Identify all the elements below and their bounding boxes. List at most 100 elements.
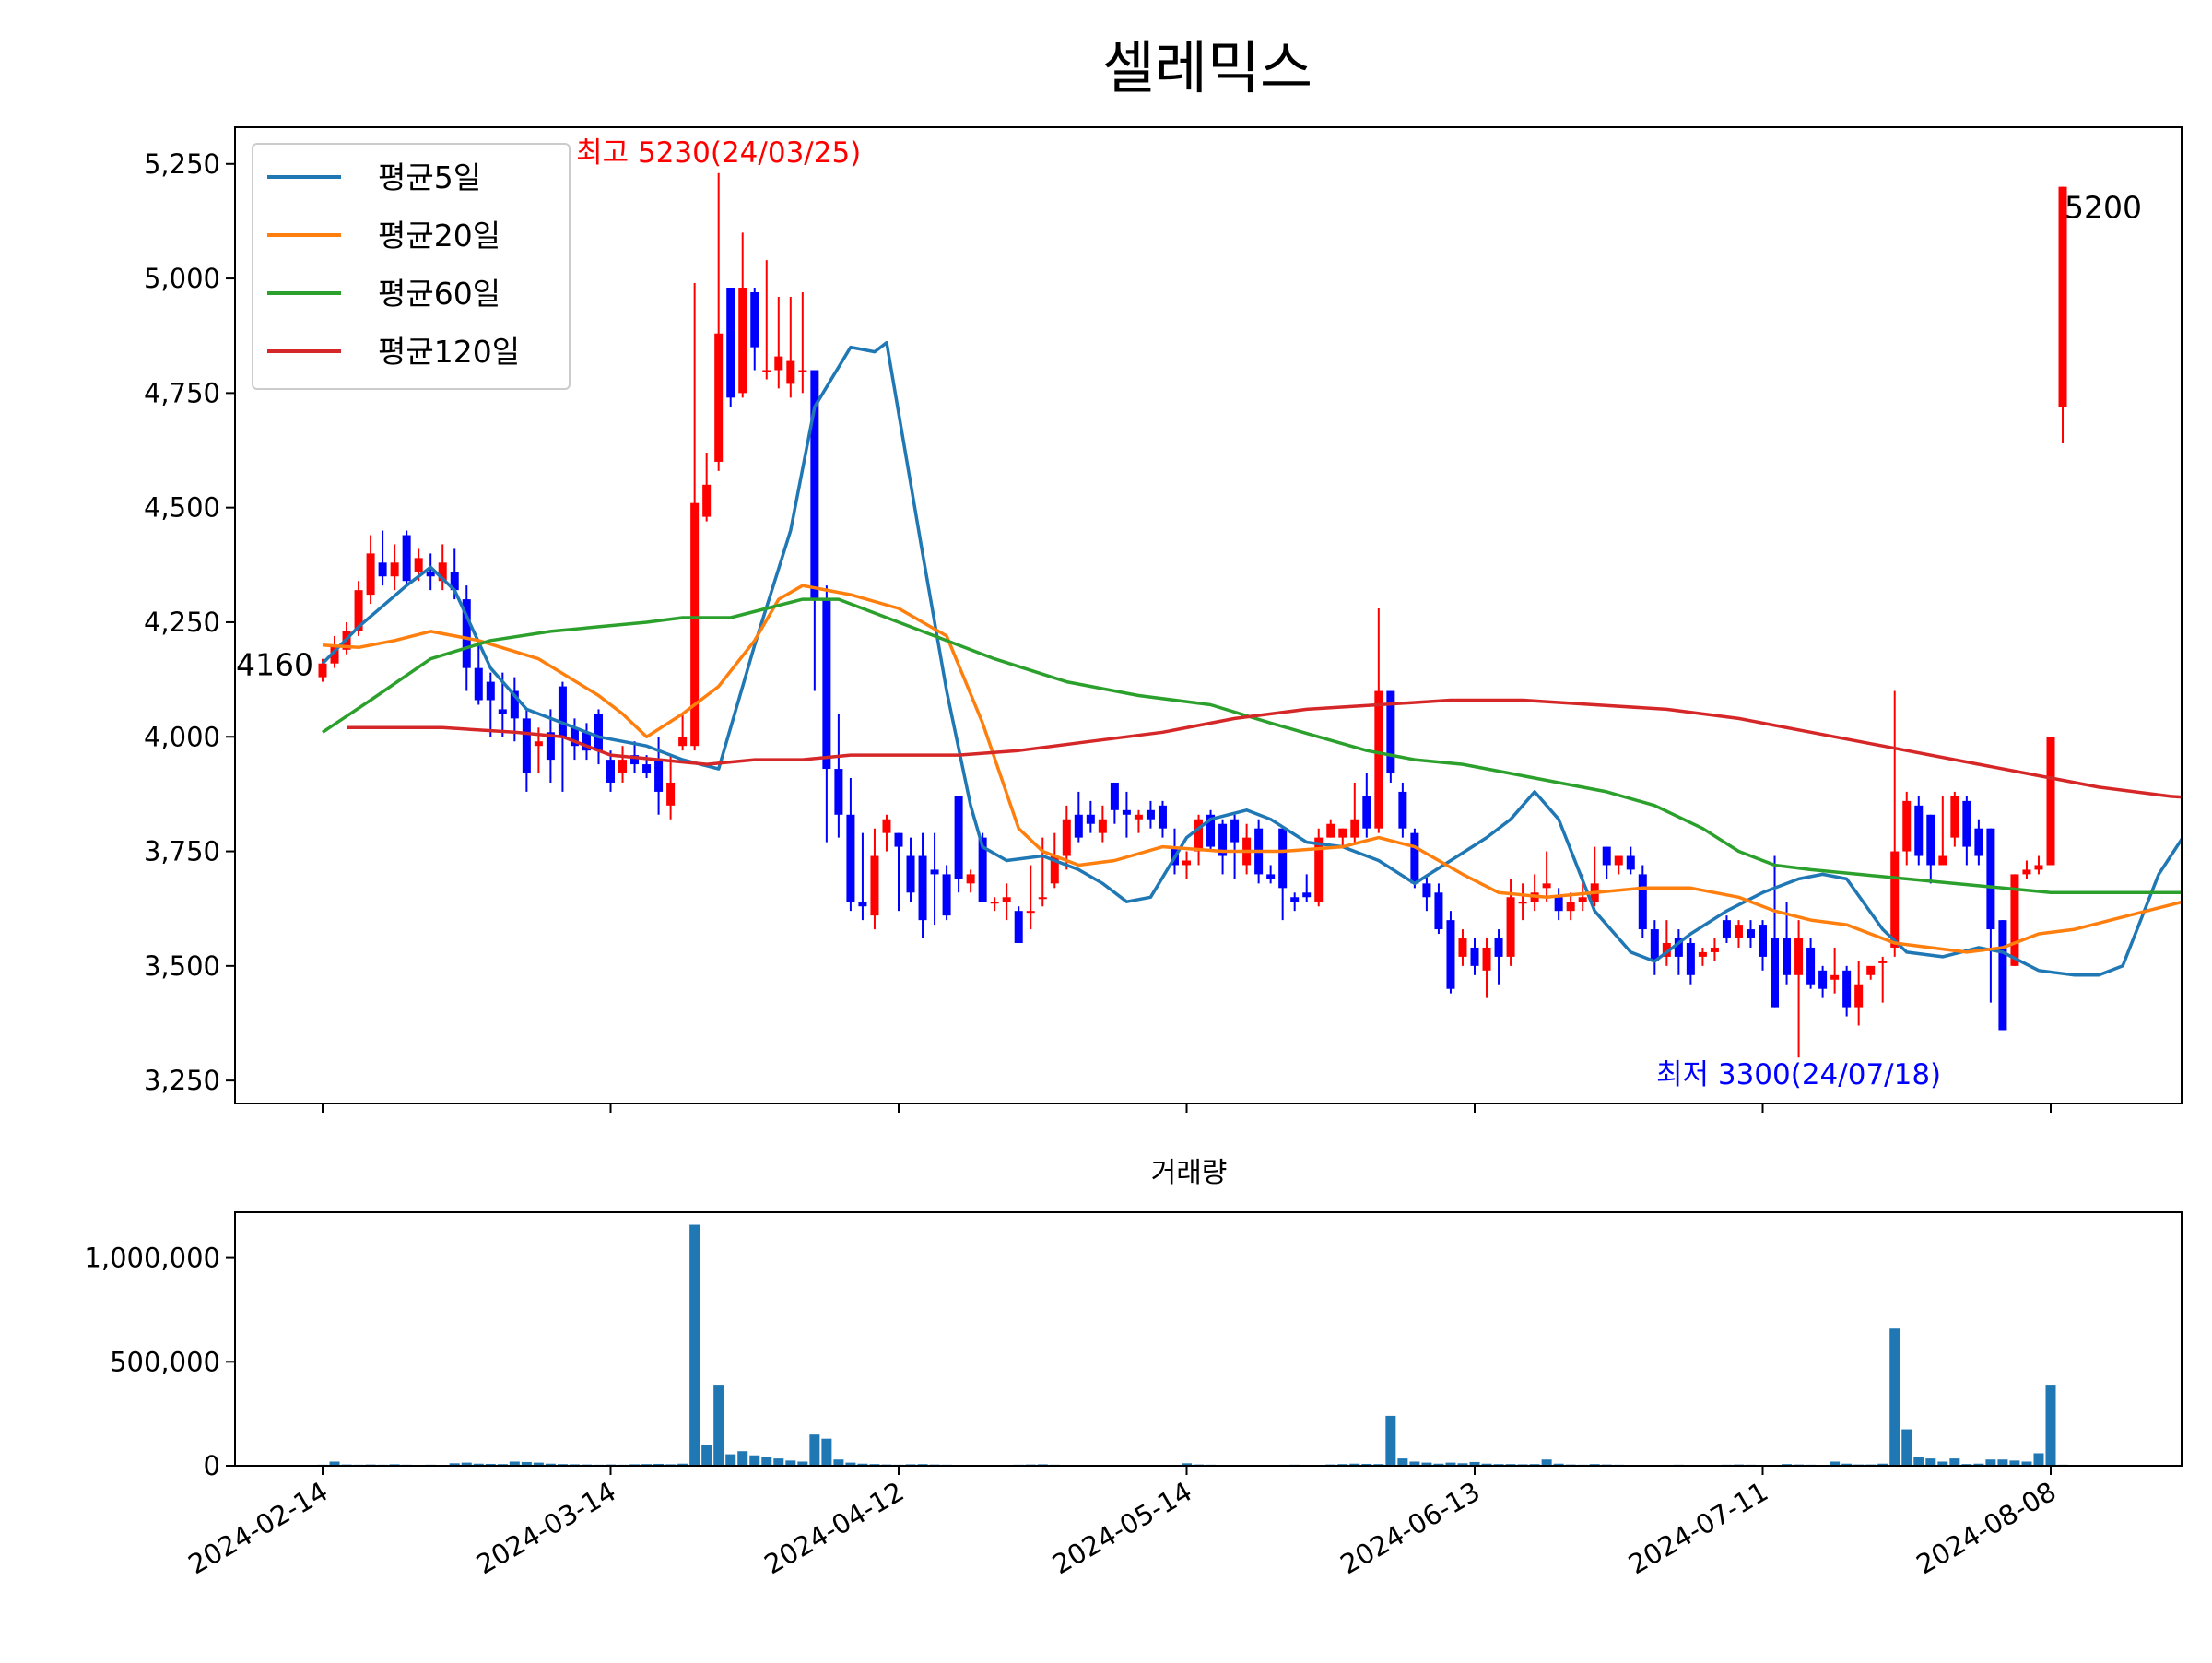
candle-body	[690, 503, 699, 747]
candle-body	[1471, 948, 1479, 966]
candle-body	[1194, 820, 1203, 852]
candle-body	[870, 856, 878, 916]
volume-ytick-label: 500,000	[110, 1346, 220, 1377]
candle-body	[642, 764, 651, 773]
candle-body	[1603, 847, 1611, 866]
x-date-label: 2024-03-14	[471, 1476, 621, 1581]
candle-body	[702, 485, 711, 517]
price-ytick-label: 3,500	[144, 950, 220, 982]
candle-body	[1159, 806, 1167, 829]
candle-body	[931, 869, 939, 874]
volume-bar	[725, 1455, 735, 1466]
volume-bar	[821, 1439, 831, 1466]
candle-body	[1926, 815, 1935, 866]
candle-body	[1735, 925, 1743, 938]
candle-body	[943, 874, 951, 915]
candle-body	[1962, 801, 1971, 847]
legend-label: 평균60일	[378, 276, 500, 312]
candle-body	[1914, 806, 1923, 856]
volume-ytick-label: 1,000,000	[84, 1243, 220, 1274]
candle-body	[1003, 897, 1011, 902]
low-annotation: 최저 3300(24/07/18)	[1656, 1058, 1941, 1091]
candle-body	[714, 334, 723, 462]
candle-body	[2047, 737, 2055, 865]
price-ytick-label: 3,250	[144, 1065, 220, 1096]
candle-body	[1783, 938, 1791, 975]
candle-body	[594, 714, 603, 750]
candle-body	[1854, 985, 1863, 1008]
price-ytick-label: 4,750	[144, 377, 220, 408]
candle-body	[834, 769, 842, 815]
candle-body	[1555, 897, 1563, 911]
candle-body	[1015, 911, 1023, 943]
candle-body	[1723, 920, 1731, 938]
candle-body	[1866, 966, 1875, 975]
end-price-label: 5200	[2065, 190, 2142, 226]
volume-bar	[1889, 1328, 1900, 1466]
x-date-label: 2024-08-08	[1912, 1476, 2062, 1581]
candle-body	[1446, 920, 1454, 989]
candle-body	[750, 292, 759, 348]
candle-body	[786, 361, 794, 384]
candle-body	[403, 535, 411, 581]
candle-body	[774, 357, 782, 371]
candle-body	[907, 856, 915, 893]
candle-body	[1519, 902, 1527, 903]
volume-bar	[713, 1385, 724, 1466]
price-ytick-label: 3,750	[144, 836, 220, 867]
price-ytick-label: 5,250	[144, 148, 220, 180]
candle-body	[606, 760, 615, 783]
candle-body	[415, 558, 423, 572]
candle-body	[822, 599, 830, 769]
candle-body	[427, 572, 435, 576]
volume-bar	[1542, 1459, 1552, 1466]
candles-group	[319, 173, 2067, 1058]
candle-body	[535, 741, 543, 746]
candle-body	[1615, 856, 1623, 866]
candle-body	[1543, 883, 1551, 888]
volume-bar	[773, 1458, 783, 1466]
candle-body	[762, 371, 771, 372]
candle-body	[991, 902, 999, 903]
candle-body	[1830, 975, 1839, 980]
volume-ytick-label: 0	[204, 1450, 220, 1481]
candle-body	[1878, 961, 1887, 963]
candle-body	[1087, 815, 1095, 824]
volume-title: 거래량	[1151, 1157, 1228, 1189]
candle-body	[1398, 792, 1406, 829]
candle-body	[1507, 897, 1515, 957]
candle-body	[919, 856, 927, 921]
volume-bar	[2046, 1385, 2056, 1466]
candle-body	[1950, 796, 1959, 838]
candle-body	[1639, 874, 1647, 929]
candle-body	[726, 288, 735, 397]
candle-body	[955, 796, 963, 879]
candle-body	[1842, 971, 1851, 1008]
candle-body	[1326, 824, 1335, 838]
price-ytick-label: 4,000	[144, 721, 220, 752]
legend-label: 평균5일	[378, 159, 481, 195]
candle-body	[1938, 856, 1947, 866]
candle-body	[1182, 860, 1191, 865]
candle-body	[738, 288, 747, 393]
candle-body	[1483, 948, 1491, 971]
volume-frame	[235, 1212, 2182, 1466]
candle-body	[1651, 929, 1659, 961]
candle-body	[1747, 929, 1755, 938]
price-ytick-label: 4,250	[144, 607, 220, 638]
x-date-label: 2024-05-14	[1047, 1476, 1197, 1581]
volume-bar	[2033, 1453, 2043, 1466]
candle-body	[654, 760, 663, 792]
candle-body	[1290, 897, 1299, 902]
candle-body	[1111, 783, 1119, 810]
volume-bar	[809, 1434, 819, 1466]
start-price-label: 4160	[236, 647, 313, 683]
candle-body	[475, 668, 483, 701]
candle-body	[1759, 925, 1767, 957]
chart-title: 셀레믹스	[1102, 34, 1312, 101]
legend-label: 평균120일	[378, 334, 520, 370]
candle-body	[1099, 820, 1107, 833]
